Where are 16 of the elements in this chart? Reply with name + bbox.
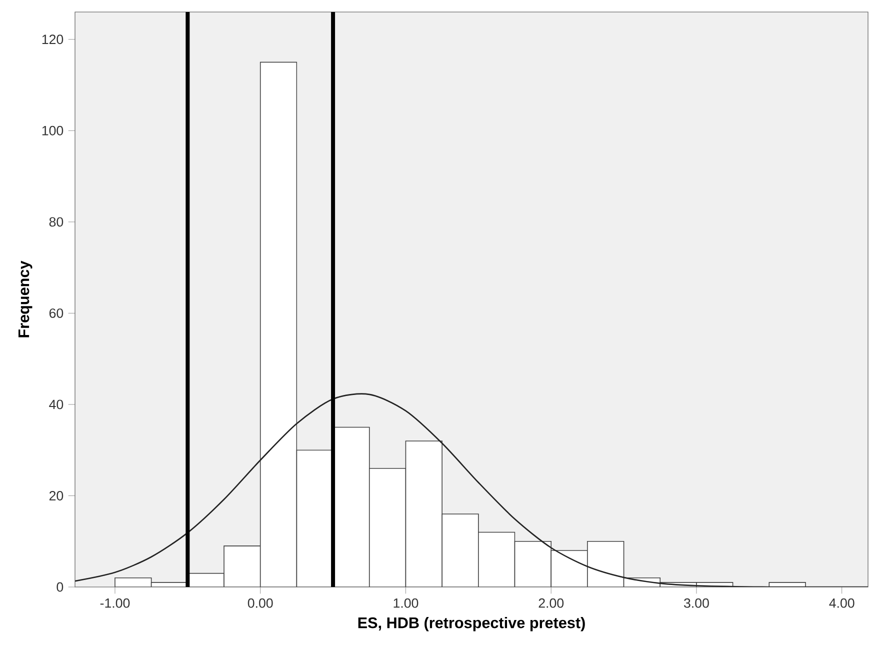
x-tick-label: -1.00 (100, 598, 130, 608)
x-tick-label: 1.00 (394, 598, 418, 608)
y-tick-label: 100 (42, 126, 64, 136)
y-tick-label: 60 (49, 308, 64, 318)
x-axis-title: ES, HDB (retrospective pretest) (358, 616, 585, 632)
x-tick-label: 2.00 (538, 598, 564, 608)
y-tick-label: 20 (49, 491, 64, 500)
y-tick-label: 80 (49, 217, 64, 227)
x-tick-label: 3.00 (684, 598, 709, 608)
y-tick-label: 40 (49, 400, 64, 410)
y-tick-label: 0 (56, 582, 64, 592)
line-series (75, 393, 868, 587)
y-axis-title: Frequency (18, 260, 32, 338)
x-tick-label: 4.00 (829, 598, 854, 608)
y-tick-label: 120 (42, 34, 64, 44)
x-tick-label: 0.00 (248, 598, 273, 608)
